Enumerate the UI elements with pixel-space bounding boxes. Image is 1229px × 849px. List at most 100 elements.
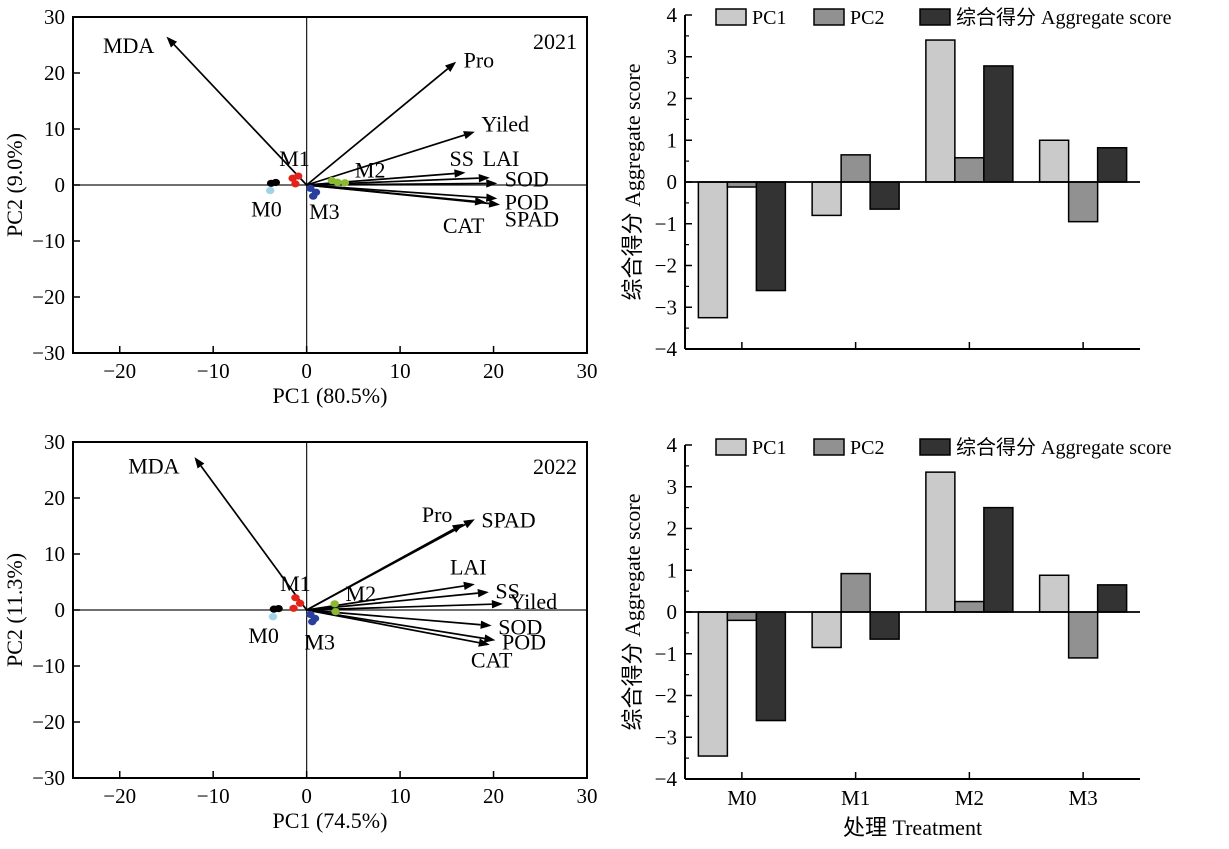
cluster-label-M2: M2 xyxy=(346,581,377,606)
y-axis-tick-label: 3 xyxy=(667,45,678,69)
loading-arrow-LAI-head xyxy=(463,581,475,591)
y-axis-tick-label: −20 xyxy=(32,285,65,309)
cluster-label-M3: M3 xyxy=(309,199,340,224)
loading-arrow-SS-head xyxy=(477,588,489,598)
loading-label-Yiled: Yiled xyxy=(481,112,529,137)
data-point-M1 xyxy=(291,594,300,602)
loading-arrow-POD-head xyxy=(483,634,496,643)
loading-label-MDA: MDA xyxy=(128,454,179,479)
year-label: 2022 xyxy=(533,454,577,479)
loading-arrow-MDA xyxy=(200,465,308,611)
bar-M2-aggregate xyxy=(983,65,1014,183)
bar-M2-PC2 xyxy=(954,600,985,613)
y-axis-tick-label: 0 xyxy=(55,598,66,622)
x-axis-tick-label: −20 xyxy=(103,359,136,383)
bar-M1-PC1 xyxy=(811,611,842,649)
bar-M3-PC2 xyxy=(1067,611,1099,659)
x-axis-tick-label: 10 xyxy=(390,784,411,808)
x-axis-tick-label: 20 xyxy=(483,784,504,808)
y-axis-tick-label: 10 xyxy=(44,117,65,141)
x-axis-tick-label: 10 xyxy=(390,359,411,383)
bar-M0-PC1 xyxy=(697,181,729,319)
pca-biplot-2021: −20 −10 0 10 20 30 −30 −20 −10 0 10 20 30 PC1 (80.5%)… xyxy=(0,0,615,424)
y-axis-tick-label: 20 xyxy=(44,61,65,85)
loading-arrow-SPAD-head xyxy=(488,199,501,208)
loading-label-LAI: LAI xyxy=(450,554,487,579)
y-axis-tick-label: −2 xyxy=(655,254,677,278)
x-axis-tick-label: 30 xyxy=(577,784,598,808)
y-axis-tick-label: −10 xyxy=(32,229,65,253)
cluster-label-M1: M1 xyxy=(280,571,311,596)
y-axis-tick-label: −4 xyxy=(655,337,678,361)
legend-swatch-1 xyxy=(715,8,747,26)
loading-label-SS: SS xyxy=(450,146,474,171)
x-axis-title: PC1 (74.5%) xyxy=(273,808,388,833)
y-axis-tick-label: −20 xyxy=(32,710,65,734)
y-axis-tick-label: 2 xyxy=(667,87,678,111)
bar-M3-aggregate xyxy=(1096,147,1128,183)
loading-label-Pro: Pro xyxy=(464,48,495,73)
loading-arrow-CAT xyxy=(306,184,476,203)
legend-label-3: 综合得分 Aggregate score xyxy=(956,6,1172,29)
legend-label-2: PC2 xyxy=(850,7,884,29)
loading-label-SOD: SOD xyxy=(505,166,549,191)
y-axis-tick-label: 1 xyxy=(667,128,678,152)
bar-M1-aggregate xyxy=(869,181,900,210)
y-axis-tick-label: −30 xyxy=(32,341,65,365)
bar-M2-PC1 xyxy=(925,39,956,183)
y-axis-tick-label: 4 xyxy=(667,3,678,27)
y-axis-tick-label: −3 xyxy=(655,725,677,749)
legend-swatch-3 xyxy=(919,438,951,456)
y-axis-tick-label: 20 xyxy=(44,486,65,510)
loading-arrow-Pro xyxy=(306,68,449,186)
loading-label-Pro: Pro xyxy=(422,502,453,527)
pca-2021-plot: −20 −10 0 10 20 30 −30 −20 −10 0 10 20 30 PC1 (80.5%)… xyxy=(2,5,598,408)
loading-label-POD: POD xyxy=(502,629,546,654)
loading-arrow-CAT-head xyxy=(474,197,487,206)
loading-arrow-Yiled-head xyxy=(491,599,503,609)
data-point-M2 xyxy=(333,178,342,186)
y-axis-tick-label: 30 xyxy=(44,5,65,29)
legend-label-3: 综合得分 Aggregate score xyxy=(956,436,1172,459)
y-axis-tick-label: −2 xyxy=(655,684,677,708)
y-axis-tick-label: −1 xyxy=(655,642,677,666)
x-axis-tick-label: 30 xyxy=(577,359,598,383)
category-label-M2: M2 xyxy=(955,786,984,810)
y-axis-title: PC2 (11.3%) xyxy=(2,553,27,667)
bar-chart-2022: −4 −3 −2 −1 0 1 2 3 4 M0 M1 M2 M3 处理 Treatment 综合得分 Ag… xyxy=(620,430,1229,849)
data-point-M1 xyxy=(289,604,298,612)
y-axis-tick-label: −1 xyxy=(655,212,677,236)
loading-arrow-LAI-head xyxy=(478,173,490,183)
pca-biplot-2022: −20 −10 0 10 20 30 −30 −20 −10 0 10 20 30 PC1 (74.5%)… xyxy=(0,425,615,849)
pca-2022-plot: −20 −10 0 10 20 30 −30 −20 −10 0 10 20 30 PC1 (74.5%)… xyxy=(2,430,598,833)
loading-arrow-Yiled-head xyxy=(463,131,475,140)
y-axis-title: PC2 (9.0%) xyxy=(2,133,27,237)
y-axis-title: 综合得分 Aggregate score xyxy=(620,493,645,730)
y-axis-tick-label: 0 xyxy=(667,170,678,194)
loading-label-SPAD: SPAD xyxy=(505,207,559,232)
category-label-M0: M0 xyxy=(727,786,756,810)
loading-label-CAT: CAT xyxy=(471,647,513,672)
cluster-label-M0: M0 xyxy=(248,623,279,648)
x-axis-tick-label: 20 xyxy=(483,359,504,383)
bar-M0-PC2 xyxy=(726,611,758,622)
data-point-M3 xyxy=(306,184,315,192)
bar-M1-PC1 xyxy=(811,181,842,217)
loading-arrow-CAT-head xyxy=(478,638,490,647)
loading-arrow-MDA-head xyxy=(166,36,178,48)
bar-M1-PC2 xyxy=(840,572,871,613)
x-axis-title: 处理 Treatment xyxy=(843,815,982,840)
loading-arrow-SPAD xyxy=(306,523,466,611)
loading-label-MDA: MDA xyxy=(103,33,154,58)
bar-chart-2021: −4 −3 −2 −1 0 1 2 3 4 综合得分 Aggregate score PC1 PC2 综… xyxy=(620,0,1229,424)
bar-M2-aggregate xyxy=(983,506,1014,613)
y-axis-tick-label: 1 xyxy=(667,558,678,582)
x-axis-tick-label: −10 xyxy=(197,359,230,383)
loading-label-SOD: SOD xyxy=(498,614,542,639)
loading-label-SPAD: SPAD xyxy=(481,507,535,532)
bar-M3-PC1 xyxy=(1038,139,1070,183)
bar-M0-PC1 xyxy=(697,611,729,757)
loading-arrow-Yiled xyxy=(306,134,465,186)
x-axis-tick-label: 0 xyxy=(301,359,312,383)
